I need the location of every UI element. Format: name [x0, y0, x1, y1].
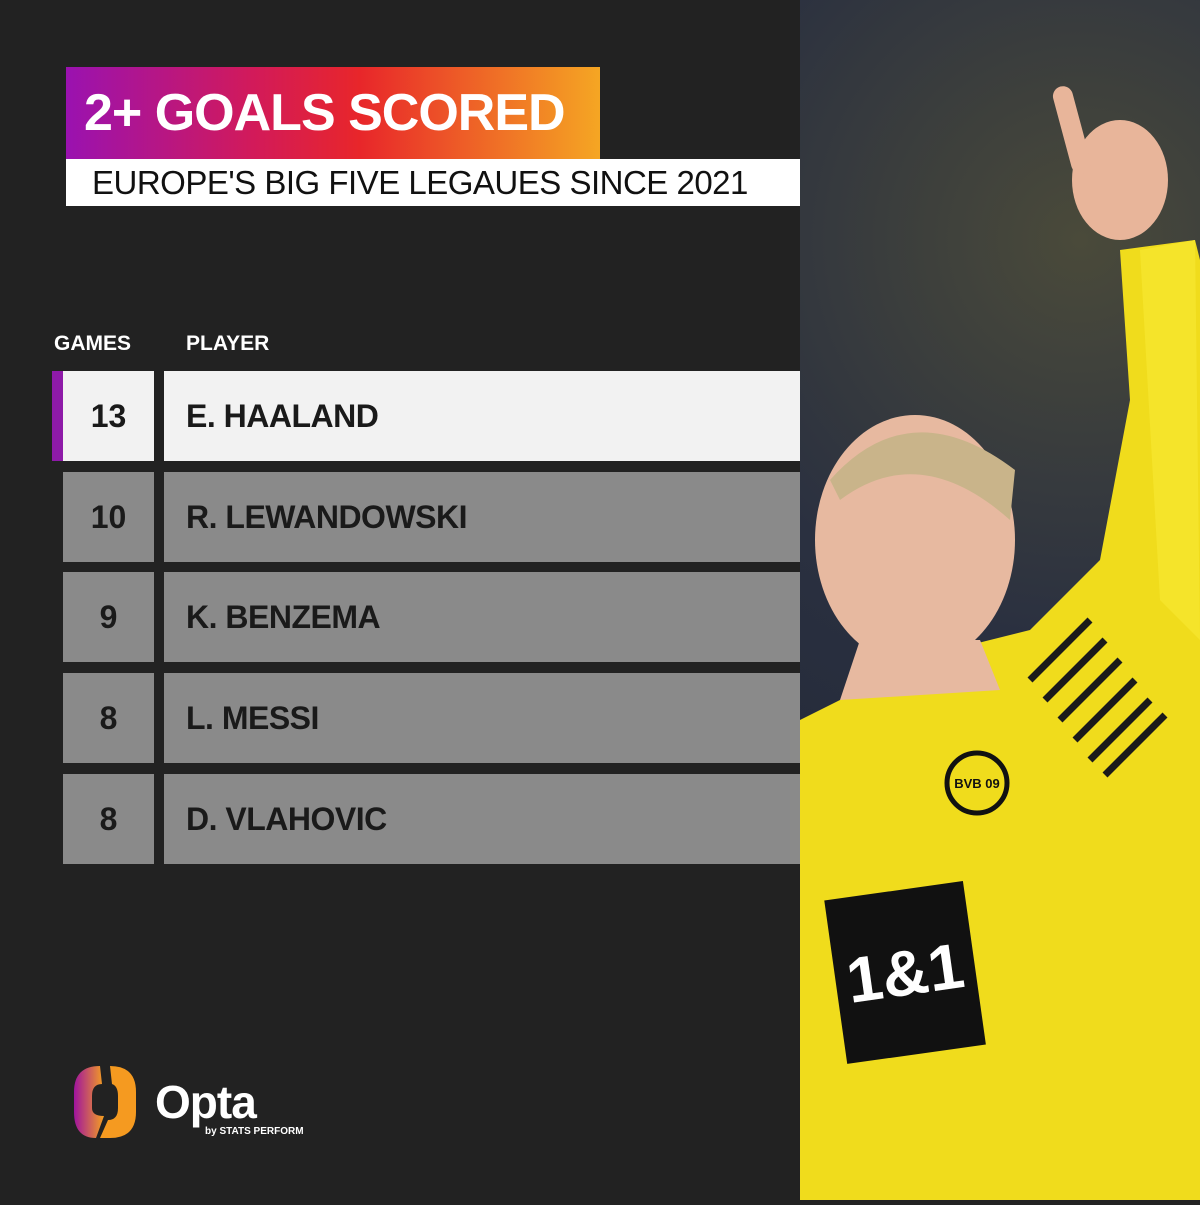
player-cell: R. LEWANDOWSKI	[164, 472, 800, 562]
page-title: 2+ GOALS SCORED	[66, 67, 600, 159]
neck	[840, 640, 1000, 700]
sponsor-patch	[824, 881, 986, 1064]
page-subtitle: EUROPE'S BIG FIVE LEGAUES SINCE 2021	[66, 159, 815, 206]
games-cell: 13	[63, 371, 154, 461]
opta-logo-icon	[74, 1066, 136, 1138]
raised-arm	[1140, 240, 1200, 640]
table-row: 8 L. MESSI	[63, 673, 800, 763]
club-badge-text: BVB 09	[954, 776, 1000, 791]
table-row: 8 D. VLAHOVIC	[63, 774, 800, 864]
hand	[1072, 120, 1168, 240]
sponsor-text: 1&1	[842, 929, 968, 1017]
table-row: 13 E. HAALAND	[52, 371, 800, 461]
column-header-games: GAMES	[54, 332, 132, 355]
player-illustration: 1&1 BVB 09	[800, 86, 1200, 1200]
opta-byline: by STATS PERFORM	[205, 1126, 304, 1137]
table-row: 10 R. LEWANDOWSKI	[63, 472, 800, 562]
player-cell: E. HAALAND	[164, 371, 800, 461]
column-header-player: PLAYER	[186, 332, 270, 355]
games-cell: 8	[63, 774, 154, 864]
pointing-finger	[1052, 86, 1092, 174]
player-photo: 1&1 BVB 09	[800, 0, 1200, 1200]
table-row: 9 K. BENZEMA	[63, 572, 800, 662]
bvb-badge-icon	[944, 750, 1010, 816]
player-cell: K. BENZEMA	[164, 572, 800, 662]
sleeve-stripes	[1027, 617, 1168, 778]
player-cell: D. VLAHOVIC	[164, 774, 800, 864]
games-cell: 9	[63, 572, 154, 662]
games-cell: 10	[63, 472, 154, 562]
player-cell: L. MESSI	[164, 673, 800, 763]
opta-wordmark: Opta	[155, 1076, 257, 1128]
hair	[830, 432, 1015, 520]
games-cell: 8	[63, 673, 154, 763]
highlight-accent	[52, 371, 63, 461]
